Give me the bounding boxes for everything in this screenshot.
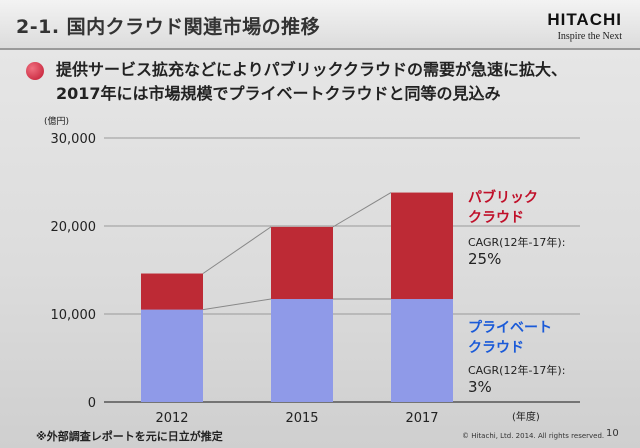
private-cloud-cagr-label: CAGR(12年-17年): (468, 364, 566, 377)
hitachi-logo: HITACHI Inspire the Next (547, 10, 622, 42)
public-cloud-bar (141, 273, 203, 310)
connector-line-total (332, 192, 392, 228)
public-cloud-bar (271, 226, 333, 300)
bullet-line-1: 提供サービス拡充などによりパブリッククラウドの需要が急速に拡大、 (56, 60, 568, 79)
private-cloud-bar (271, 299, 333, 402)
public-cloud-cagr-label: CAGR(12年-17年): (468, 236, 566, 249)
y-tick-label: 10,000 (51, 308, 97, 323)
title-bar: 2-1. 国内クラウド関連市場の推移 HITACHI Inspire the N… (0, 0, 640, 50)
x-axis-unit: (年度) (512, 412, 540, 423)
private-cloud-bar (141, 309, 203, 402)
logo-tagline: Inspire the Next (557, 31, 622, 42)
bullet-line-2: 2017年には市場規模でプライベートクラウドと同等の見込み (56, 84, 501, 103)
logo-main-text: HITACHI (547, 10, 622, 29)
private-cloud-label-line-1: プライベート (468, 320, 552, 336)
public-cloud-label-line-1: パブリック (468, 190, 538, 206)
page-number: 10 (606, 428, 619, 439)
private-cloud-legend-label: プライベート クラウド (468, 318, 552, 358)
y-tick-label: 0 (88, 396, 96, 411)
copyright: © Hitachi, Ltd. 2014. All rights reserve… (462, 432, 605, 440)
public-cloud-cagr-value: 25% (468, 250, 502, 268)
private-cloud-bar (391, 299, 453, 402)
y-axis-unit: (億円) (44, 117, 70, 127)
private-cloud-label-line-2: クラウド (468, 340, 524, 356)
public-cloud-bar (391, 192, 453, 300)
y-tick-label: 30,000 (51, 132, 97, 147)
bullet-dot-icon (26, 62, 44, 80)
private-cloud-cagr-value: 3% (468, 378, 492, 396)
x-category-label: 2012 (155, 411, 188, 426)
public-cloud-legend-label: パブリック クラウド (468, 188, 538, 228)
footnote: ※外部調査レポートを元に日立が推定 (36, 430, 223, 443)
connector-line-private (202, 298, 272, 311)
connector-line-total (202, 226, 272, 274)
y-tick-label: 20,000 (51, 220, 97, 235)
public-cloud-label-line-2: クラウド (468, 210, 524, 226)
x-category-label: 2015 (285, 411, 318, 426)
bullet-text: 提供サービス拡充などによりパブリッククラウドの需要が急速に拡大、 2017年には… (56, 58, 567, 106)
x-category-label: 2017 (405, 411, 438, 426)
slide-title: 2-1. 国内クラウド関連市場の推移 (16, 16, 321, 38)
